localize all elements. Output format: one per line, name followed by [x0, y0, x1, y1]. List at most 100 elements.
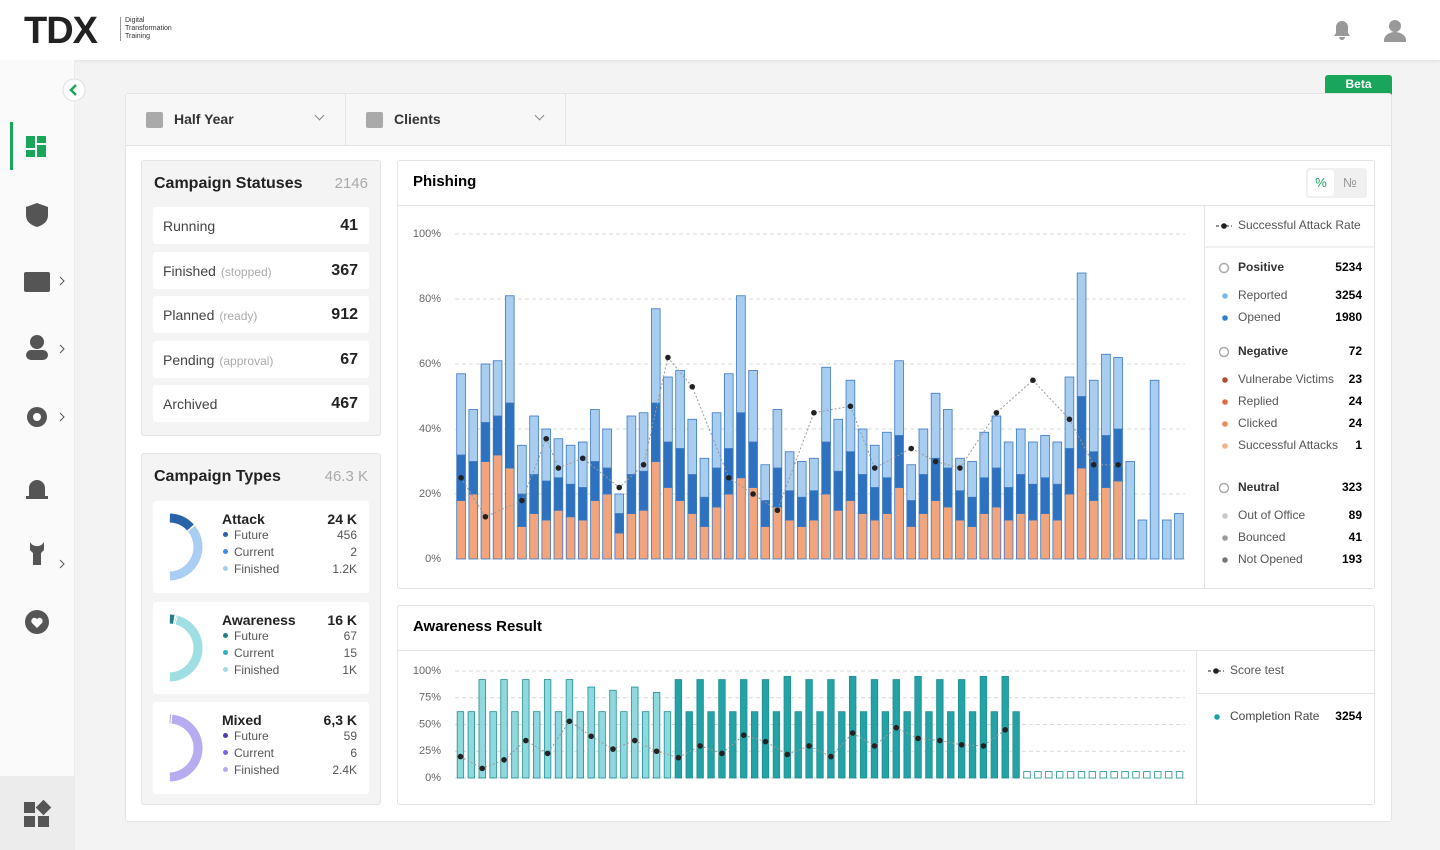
- type-row-label: Finished: [234, 562, 280, 576]
- type-dot: [223, 666, 228, 672]
- divider: [1196, 651, 1197, 804]
- status-row: Running 41: [153, 207, 369, 244]
- filter-dropdown[interactable]: Half Year: [126, 94, 346, 146]
- status-row: Finished (stopped) 367: [153, 251, 369, 289]
- apps-area: [0, 776, 75, 850]
- status-value: 67: [340, 350, 358, 368]
- type-row-label: Finished: [234, 763, 280, 777]
- type-row-label: Future: [234, 729, 269, 743]
- card-total: 2146: [334, 175, 368, 192]
- settings-icon[interactable]: [27, 407, 65, 427]
- type-dot: [223, 767, 228, 772]
- status-value: 467: [331, 395, 358, 412]
- type-row-label: Future: [234, 628, 269, 643]
- status-row: Planned (ready) 912: [153, 296, 369, 333]
- user-icon[interactable]: [1389, 20, 1401, 32]
- type-dot: [223, 566, 228, 571]
- filter-icon: [146, 112, 163, 128]
- filter-label: Half Year: [174, 111, 234, 127]
- toggle-percent[interactable]: %: [1308, 170, 1334, 196]
- tagline: Digital Transformation Training: [120, 17, 182, 41]
- type-row-label: Current: [234, 545, 275, 559]
- tools-icon[interactable]: [30, 542, 65, 569]
- status-label-wrap: Running: [163, 218, 215, 234]
- type-total: 6,3 K: [323, 712, 357, 728]
- status-row: Archived 467: [153, 385, 369, 422]
- donut-segment: [169, 615, 203, 681]
- type-dot: [223, 632, 228, 638]
- dashboard-icon[interactable]: [26, 136, 46, 157]
- donut-segment: [169, 513, 194, 531]
- type-card: Mixed 6,3 K Future 59 Current 6 Finished 2.4K: [153, 702, 369, 794]
- donut-segment: [169, 526, 203, 581]
- type-row-value: 6: [350, 746, 357, 760]
- type-row-value: 456: [336, 528, 357, 542]
- campaign-types: Campaign Types 46.3 K Attack 24 K Future 45…: [141, 453, 381, 805]
- type-total: 16 K: [327, 611, 357, 628]
- logo: TDX: [24, 10, 98, 52]
- status-label-wrap: Planned (ready): [163, 307, 257, 323]
- filter-label: Clients: [394, 111, 441, 127]
- users-icon[interactable]: [26, 335, 65, 360]
- donut: [169, 714, 203, 782]
- type-row-label: Future: [234, 528, 269, 542]
- status-note: (approval): [219, 353, 274, 368]
- alert-icon[interactable]: [26, 480, 48, 499]
- sidebar: [0, 60, 75, 850]
- divider: [1204, 206, 1205, 588]
- status-label-wrap: Finished (stopped): [163, 263, 272, 279]
- status-label-wrap: Archived: [163, 396, 217, 412]
- divider: [1197, 693, 1374, 694]
- campaign-icon[interactable]: [24, 272, 65, 292]
- shield-icon[interactable]: [26, 203, 48, 227]
- divider: [398, 205, 1374, 206]
- header: TDX Digital Transformation Training: [0, 0, 1440, 60]
- type-row-value: 1K: [342, 662, 357, 677]
- active-indicator: [10, 122, 13, 170]
- type-row-value: 2: [350, 545, 357, 559]
- card-title: Campaign Statuses: [154, 175, 303, 192]
- filter-dropdown[interactable]: Clients: [346, 94, 566, 146]
- header-icons[interactable]: [1330, 18, 1410, 44]
- type-row-label: Current: [234, 746, 275, 760]
- chevron: [314, 110, 325, 121]
- status-label: Archived: [163, 396, 218, 412]
- status-label: Planned: [163, 307, 215, 323]
- filter-icon: [366, 112, 383, 128]
- type-row-value: 15: [343, 645, 357, 660]
- type-row-value: 67: [343, 628, 357, 643]
- user-icon-body: [1384, 32, 1406, 42]
- type-dot: [223, 649, 228, 655]
- type-dot: [223, 549, 228, 554]
- status-label: Running: [163, 218, 216, 234]
- collapse-button[interactable]: [62, 78, 86, 102]
- status-note: (stopped): [220, 264, 272, 279]
- type-total: 24 K: [327, 511, 357, 527]
- type-card: Awareness 16 K Future 67 Current 15 Finished 1K: [153, 601, 369, 694]
- type-row-value: 2.4K: [332, 763, 357, 777]
- status-label-wrap: Pending (approval): [163, 352, 273, 368]
- beta-badge: Beta: [1325, 75, 1392, 95]
- campaign-statuses: Campaign Statuses 2146 Running 41 Finished…: [141, 160, 381, 436]
- donut: [169, 513, 203, 581]
- card-title: Campaign Types: [154, 468, 281, 485]
- status-label: Pending: [163, 351, 215, 368]
- heart-icon[interactable]: [25, 610, 49, 634]
- type-row-value: 59: [343, 729, 357, 743]
- type-card: Attack 24 K Future 456 Current 2 Finished 1.2K: [153, 501, 369, 593]
- type-row-label: Finished: [234, 662, 280, 677]
- type-name: Attack: [222, 511, 265, 527]
- filter-bar: Half Year Clients: [126, 94, 1391, 146]
- type-name: Mixed: [222, 712, 262, 728]
- toggle-count[interactable]: №: [1343, 175, 1357, 190]
- phishing-card: % №: [397, 160, 1375, 589]
- type-dot: [223, 532, 228, 537]
- status-value: 367: [331, 261, 358, 279]
- status-value: 41: [340, 217, 358, 234]
- bell-icon[interactable]: [1334, 21, 1350, 40]
- type-dot: [223, 750, 228, 755]
- card-total: 46.3 K: [324, 468, 368, 485]
- type-name: Awareness: [222, 611, 296, 628]
- type-row-label: Current: [234, 645, 275, 660]
